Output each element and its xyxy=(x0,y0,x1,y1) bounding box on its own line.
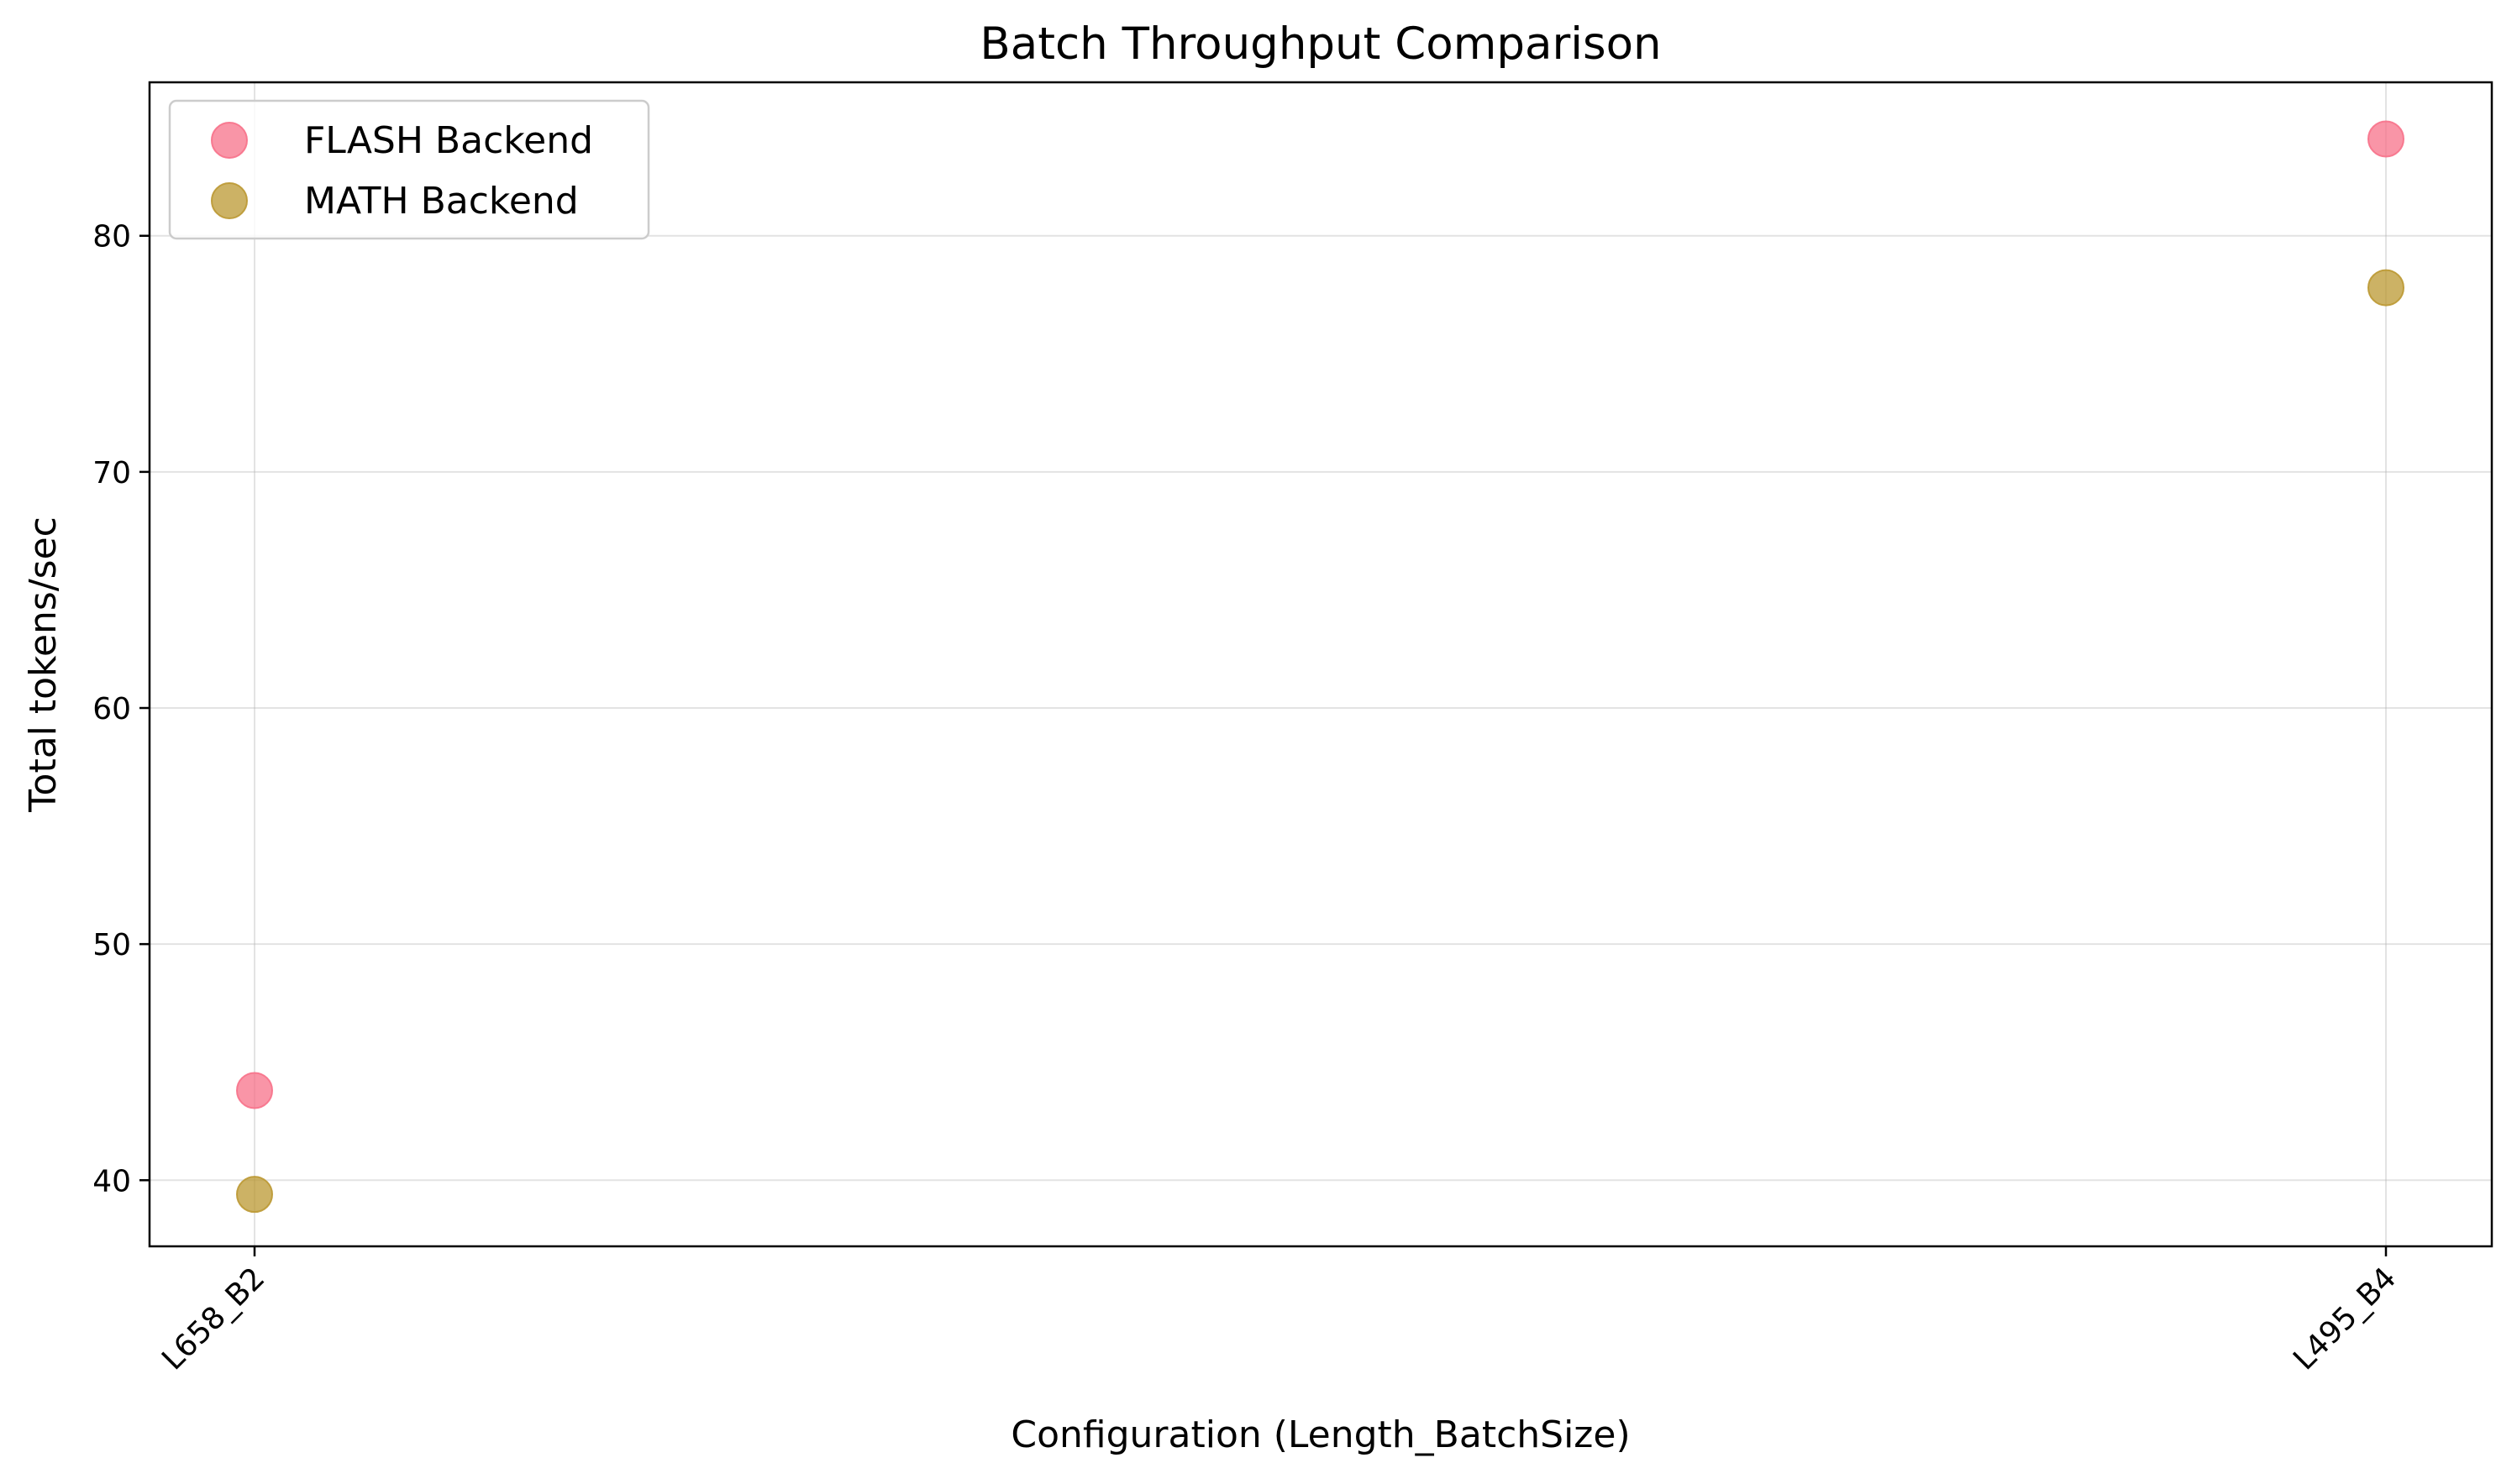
y-tick-label: 60 xyxy=(92,692,131,726)
legend-label-flash: FLASH Backend xyxy=(304,119,593,162)
y-axis: 40 50 60 70 80 xyxy=(92,220,150,1198)
legend: FLASH Backend MATH Backend xyxy=(168,99,650,240)
y-tick-label: 70 xyxy=(92,456,131,490)
data-point-math xyxy=(2367,269,2404,307)
legend-marker-math xyxy=(211,182,248,219)
data-points xyxy=(236,120,2404,1214)
y-axis-label: Total tokens/sec xyxy=(22,517,65,813)
x-axis-label: Configuration (Length_BatchSize) xyxy=(1011,1413,1630,1456)
legend-label-math: MATH Backend xyxy=(304,180,579,223)
y-tick-label: 80 xyxy=(92,220,131,254)
y-tick-label: 50 xyxy=(92,928,131,962)
data-point-flash xyxy=(2367,120,2404,158)
legend-box xyxy=(168,99,650,240)
legend-marker-flash xyxy=(211,122,248,159)
y-tick-label: 40 xyxy=(92,1164,131,1198)
plot-frame xyxy=(148,81,2493,1248)
chart-title: Batch Throughput Comparison xyxy=(980,18,1661,70)
data-point-flash xyxy=(236,1072,273,1109)
grid-lines xyxy=(150,82,2492,1246)
data-point-math xyxy=(236,1176,273,1214)
